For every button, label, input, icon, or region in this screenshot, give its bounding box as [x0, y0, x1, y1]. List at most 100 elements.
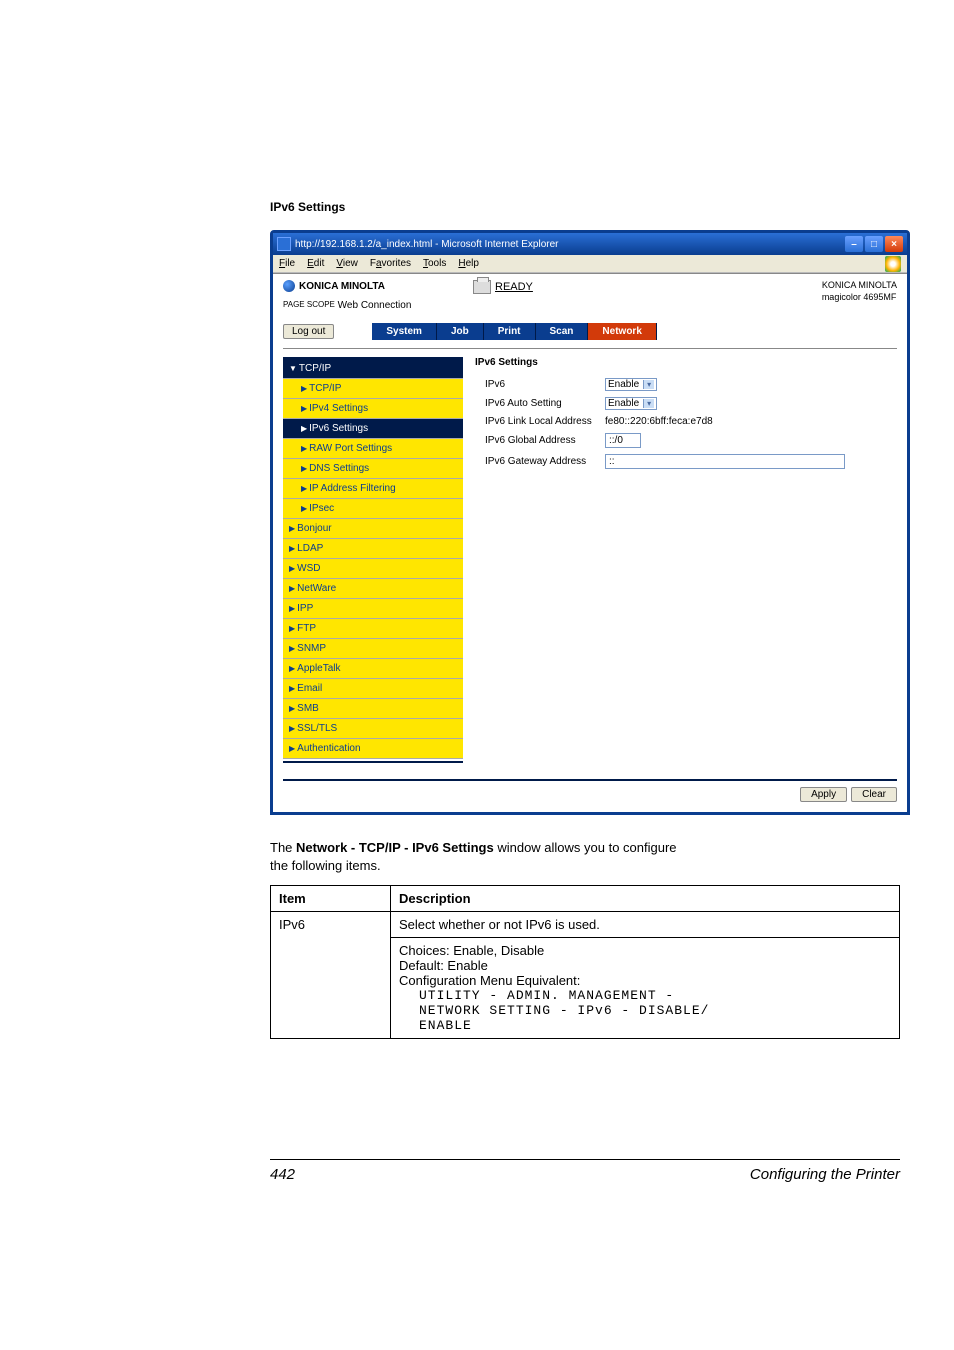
row-ipv6: IPv6 Enable ▾ [475, 378, 897, 391]
page-number: 442 [270, 1166, 295, 1183]
panel-title: IPv6 Settings [475, 357, 897, 368]
menu-view[interactable]: View [336, 258, 358, 269]
status-column: READY [473, 280, 533, 294]
window-buttons: – □ × [845, 236, 903, 252]
description-table: Item Description IPv6 Select whether or … [270, 885, 900, 1039]
label-ipv6: IPv6 [475, 379, 605, 390]
select-ipv6[interactable]: Enable ▾ [605, 378, 657, 391]
sidebar-spacer [283, 759, 463, 763]
input-global[interactable] [605, 433, 641, 448]
apply-button[interactable]: Apply [800, 787, 847, 802]
select-ipv6-value: Enable [608, 379, 639, 390]
td-desc2: Choices: Enable, Disable Default: Enable… [391, 938, 900, 1039]
sidebar-item-ipv4[interactable]: ▶IPv4 Settings [283, 399, 463, 419]
sidebar-item-snmp[interactable]: ▶SNMP [283, 639, 463, 659]
sidebar-item-tcpip[interactable]: ▶TCP/IP [283, 379, 463, 399]
page-content: KONICA MINOLTA PAGE SCOPE Web Connection… [273, 273, 907, 802]
input-gateway[interactable] [605, 454, 845, 469]
page-heading: IPv6 Settings [270, 200, 684, 214]
browser-window: http://192.168.1.2/a_index.html - Micros… [270, 230, 910, 815]
device-brand: KONICA MINOLTA [822, 280, 897, 292]
label-auto: IPv6 Auto Setting [475, 398, 605, 409]
device-column: KONICA MINOLTA magicolor 4695MF [822, 280, 897, 303]
sidebar-item-ldap[interactable]: ▶LDAP [283, 539, 463, 559]
brand-name: KONICA MINOLTA [299, 281, 385, 292]
sidebar-item-ssltls[interactable]: ▶SSL/TLS [283, 719, 463, 739]
row-global: IPv6 Global Address [475, 433, 897, 448]
tabs: System Job Print Scan Network [372, 323, 657, 340]
maximize-button[interactable]: □ [865, 236, 883, 252]
sidebar-item-appletalk[interactable]: ▶AppleTalk [283, 659, 463, 679]
sidebar-item-dns[interactable]: ▶DNS Settings [283, 459, 463, 479]
select-auto-value: Enable [608, 398, 639, 409]
label-linklocal: IPv6 Link Local Address [475, 416, 605, 427]
sidebar-item-wsd[interactable]: ▶WSD [283, 559, 463, 579]
menu-file[interactable]: File [279, 258, 295, 269]
table-header-row: Item Description [271, 886, 900, 912]
header-row: KONICA MINOLTA PAGE SCOPE Web Connection… [273, 274, 907, 313]
sidebar-item-smb[interactable]: ▶SMB [283, 699, 463, 719]
sidebar-item-ftp[interactable]: ▶FTP [283, 619, 463, 639]
menu-tools[interactable]: Tools [423, 258, 446, 269]
sidebar-item-email[interactable]: ▶Email [283, 679, 463, 699]
mono-line-3: ENABLE [399, 1018, 891, 1033]
th-description: Description [391, 886, 900, 912]
sidebar-item-netware[interactable]: ▶NetWare [283, 579, 463, 599]
titlebar-text: http://192.168.1.2/a_index.html - Micros… [295, 239, 845, 250]
pagescope-label: PAGE SCOPE [283, 300, 335, 309]
web-connection: PAGE SCOPE Web Connection [283, 300, 473, 311]
row-auto: IPv6 Auto Setting Enable ▾ [475, 397, 897, 410]
close-button[interactable]: × [885, 236, 903, 252]
device-model: magicolor 4695MF [822, 292, 897, 304]
tab-job[interactable]: Job [437, 323, 484, 340]
sidebar-item-ipfilter[interactable]: ▶IP Address Filtering [283, 479, 463, 499]
sidebar-item-ipv6[interactable]: ▶IPv6 Settings [283, 419, 463, 439]
minimize-button[interactable]: – [845, 236, 863, 252]
logout-button[interactable]: Log out [283, 324, 334, 339]
select-auto[interactable]: Enable ▾ [605, 397, 657, 410]
value-linklocal: fe80::220:6bff:feca:e7d8 [605, 416, 713, 427]
page-footer: 442 Configuring the Printer [270, 1159, 900, 1183]
menubar: File Edit View Favorites Tools Help [273, 255, 907, 273]
sidebar-item-auth[interactable]: ▶Authentication [283, 739, 463, 759]
mono-line-2: NETWORK SETTING - IPv6 - DISABLE/ [399, 1003, 891, 1018]
chevron-down-icon: ▾ [643, 399, 654, 408]
label-global: IPv6 Global Address [475, 435, 605, 446]
label-gateway: IPv6 Gateway Address [475, 456, 605, 467]
menu-help[interactable]: Help [458, 258, 479, 269]
menu-favorites[interactable]: Favorites [370, 258, 411, 269]
brand-column: KONICA MINOLTA PAGE SCOPE Web Connection [283, 280, 473, 311]
row-linklocal: IPv6 Link Local Address fe80::220:6bff:f… [475, 416, 897, 427]
mono-line-1: UTILITY - ADMIN. MANAGEMENT - [399, 988, 891, 1003]
tab-system[interactable]: System [372, 323, 437, 340]
main-row: ▼TCP/IP ▶TCP/IP ▶IPv4 Settings ▶IPv6 Set… [273, 349, 907, 773]
th-item: Item [271, 886, 391, 912]
web-connection-label: Web Connection [338, 300, 412, 311]
config-line: Configuration Menu Equivalent: [399, 973, 580, 988]
sidebar-group-tcpip[interactable]: ▼TCP/IP [283, 359, 463, 379]
ie-icon [277, 237, 291, 251]
body-text-bold: Network - TCP/IP - IPv6 Settings [296, 840, 494, 855]
body-text-pre: The [270, 840, 296, 855]
sidebar: ▼TCP/IP ▶TCP/IP ▶IPv4 Settings ▶IPv6 Set… [283, 357, 463, 763]
sidebar-item-bonjour[interactable]: ▶Bonjour [283, 519, 463, 539]
throbber-icon [885, 256, 901, 272]
titlebar: http://192.168.1.2/a_index.html - Micros… [273, 233, 907, 255]
brand-logo-icon [283, 280, 295, 292]
status-text: READY [495, 281, 533, 293]
menu-edit[interactable]: Edit [307, 258, 324, 269]
td-desc1: Select whether or not IPv6 is used. [391, 912, 900, 938]
footer-row: Apply Clear [283, 779, 897, 802]
tab-scan[interactable]: Scan [536, 323, 589, 340]
clear-button[interactable]: Clear [851, 787, 897, 802]
printer-icon [473, 280, 491, 294]
sidebar-item-ipp[interactable]: ▶IPP [283, 599, 463, 619]
tab-network[interactable]: Network [588, 323, 656, 340]
content-panel: IPv6 Settings IPv6 Enable ▾ IPv6 Auto Se… [475, 357, 897, 763]
sidebar-item-raw[interactable]: ▶RAW Port Settings [283, 439, 463, 459]
td-item: IPv6 [271, 912, 391, 1039]
sidebar-item-ipsec[interactable]: ▶IPsec [283, 499, 463, 519]
chevron-down-icon: ▾ [643, 380, 654, 389]
toolbar-row: Log out System Job Print Scan Network [273, 313, 907, 344]
tab-print[interactable]: Print [484, 323, 536, 340]
